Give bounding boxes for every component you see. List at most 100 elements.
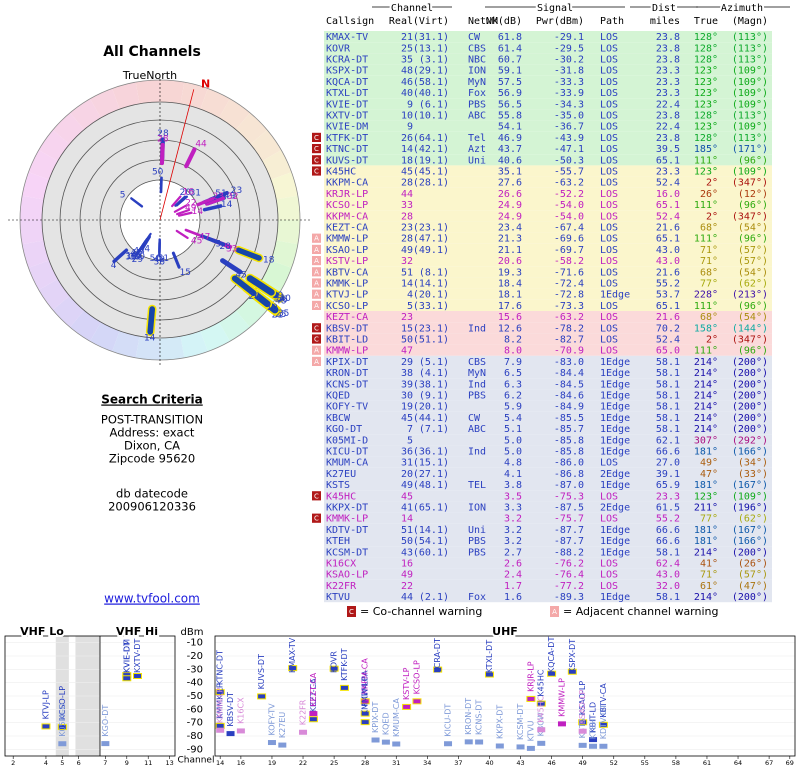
spectrum-label: KOVR bbox=[330, 651, 339, 673]
station-channel: 18 bbox=[263, 256, 275, 266]
cell-real: 5 bbox=[407, 435, 413, 446]
warning-letter: A bbox=[314, 268, 319, 276]
y-tick-label: -40 bbox=[187, 678, 203, 689]
spectrum-label: K22FR bbox=[299, 699, 308, 725]
cell-path: LOS bbox=[600, 88, 618, 99]
cell-magn: (26°) bbox=[738, 559, 768, 570]
station-bar bbox=[173, 204, 187, 213]
column-header: Netwk bbox=[468, 16, 498, 27]
cell-magn: (109°) bbox=[732, 88, 768, 99]
station-channel: 19 bbox=[126, 252, 138, 262]
cell-true: 49° bbox=[700, 458, 718, 469]
cell-virt: (45.1) bbox=[413, 167, 449, 178]
cell-virt: (27.1) bbox=[413, 469, 449, 480]
compass-sector bbox=[219, 98, 250, 130]
cell-nm: 6.5 bbox=[504, 368, 522, 379]
cell-true: 2° bbox=[706, 178, 718, 189]
cell-pwr: -33.3 bbox=[554, 77, 584, 88]
cell-pwr: -84.4 bbox=[554, 368, 584, 379]
cell-magn: (167°) bbox=[732, 525, 768, 536]
cell-nm: 12.6 bbox=[498, 323, 522, 334]
y-tick-label: -70 bbox=[187, 718, 203, 729]
cell-true: 68° bbox=[700, 223, 718, 234]
spectrum-label: KMAX-TV bbox=[288, 637, 297, 673]
cell-magn: (12°) bbox=[738, 189, 768, 200]
cell-magn: (62°) bbox=[738, 514, 768, 525]
warning-badge bbox=[312, 132, 321, 142]
cell-real: 50 bbox=[401, 536, 413, 547]
cell-pwr: -84.9 bbox=[554, 402, 584, 413]
y-tick-label: -80 bbox=[187, 731, 203, 742]
cell-true: 214° bbox=[694, 592, 718, 603]
row-bg bbox=[324, 98, 772, 110]
row-bg bbox=[324, 299, 772, 311]
cell-path: 1Edge bbox=[600, 391, 630, 402]
cell-magn: (62°) bbox=[738, 279, 768, 290]
cell-pwr: -87.7 bbox=[554, 525, 584, 536]
x-tick-label: 40 bbox=[485, 759, 493, 767]
compass-sector bbox=[20, 220, 44, 245]
spectrum-bar bbox=[329, 665, 339, 672]
cell-path: LOS bbox=[600, 111, 618, 122]
row-bg bbox=[324, 87, 772, 99]
cell-virt: (15.1) bbox=[413, 458, 449, 469]
cell-nm: 4.8 bbox=[504, 458, 522, 469]
compass-sector bbox=[180, 82, 208, 110]
cell-callsign: KVIE-DM bbox=[326, 122, 368, 133]
cell-pwr: -31.8 bbox=[554, 66, 584, 77]
station-channel: 46 bbox=[276, 295, 288, 305]
cell-netwk: Tel bbox=[468, 133, 486, 144]
spectrum-label: KBTV-CA bbox=[599, 683, 608, 718]
x-tick-label: 2 bbox=[11, 759, 15, 767]
cell-pwr: -82.7 bbox=[554, 335, 584, 346]
spectrum-label: KMUM-CA bbox=[392, 698, 401, 737]
compass-sector bbox=[219, 310, 250, 342]
search-line: Address: exact bbox=[110, 426, 195, 440]
cell-callsign: KBCW bbox=[326, 413, 351, 424]
station-channel: 20 bbox=[180, 188, 192, 198]
cell-real: 35 bbox=[401, 55, 413, 66]
legend-text: = Adjacent channel warning bbox=[563, 605, 719, 618]
cell-path: 1Edge bbox=[600, 357, 630, 368]
group-header: Dist bbox=[652, 3, 676, 14]
site-link[interactable]: www.tvfool.com bbox=[104, 592, 200, 606]
cell-pwr: -73.3 bbox=[554, 301, 584, 312]
cell-true: 68° bbox=[700, 267, 718, 278]
cell-path: LOS bbox=[600, 43, 618, 54]
x-tick-label: 19 bbox=[268, 759, 276, 767]
spectrum-bar bbox=[516, 744, 525, 750]
spectrum-label: KSAO-LP bbox=[578, 681, 587, 716]
row-bg bbox=[324, 109, 772, 121]
cell-netwk: Uni bbox=[468, 155, 486, 166]
station-bar bbox=[171, 251, 181, 269]
cell-pwr: -86.8 bbox=[554, 469, 584, 480]
cell-true: 111° bbox=[694, 346, 718, 357]
cell-path: 1Edge bbox=[600, 402, 630, 413]
cell-virt: (20.1) bbox=[413, 290, 449, 301]
cell-magn: (200°) bbox=[732, 402, 768, 413]
cell-magn: (33°) bbox=[738, 469, 768, 480]
spectrum-bar bbox=[433, 666, 443, 673]
spectrum-label: KTXL-DT bbox=[485, 640, 494, 673]
cell-nm: 3.2 bbox=[504, 525, 522, 536]
site-link-text[interactable]: www.tvfool.com bbox=[104, 592, 200, 606]
cell-dist: 65.1 bbox=[656, 155, 680, 166]
row-bg bbox=[324, 232, 772, 244]
cell-true: 128° bbox=[694, 133, 718, 144]
cell-dist: 23.8 bbox=[656, 111, 680, 122]
column-header: True bbox=[694, 16, 718, 27]
spectrum-frame bbox=[214, 635, 796, 757]
group-header: Azimuth bbox=[721, 3, 763, 14]
cell-pwr: -54.0 bbox=[554, 211, 584, 222]
cell-virt: (58.1) bbox=[413, 77, 449, 88]
spectrum-label: K45HC bbox=[537, 695, 546, 722]
cell-netwk: CBS bbox=[468, 43, 486, 54]
cell-path: 1Edge bbox=[600, 413, 630, 424]
row-bg bbox=[324, 210, 772, 222]
cell-virt: (20.1) bbox=[413, 402, 449, 413]
station-channel: 48 bbox=[275, 297, 287, 307]
cell-path: 1Edge bbox=[600, 536, 630, 547]
cell-nm: 27.6 bbox=[498, 178, 522, 189]
row-bg bbox=[324, 456, 772, 468]
spectrum-label: KEZT-CA bbox=[309, 678, 318, 712]
